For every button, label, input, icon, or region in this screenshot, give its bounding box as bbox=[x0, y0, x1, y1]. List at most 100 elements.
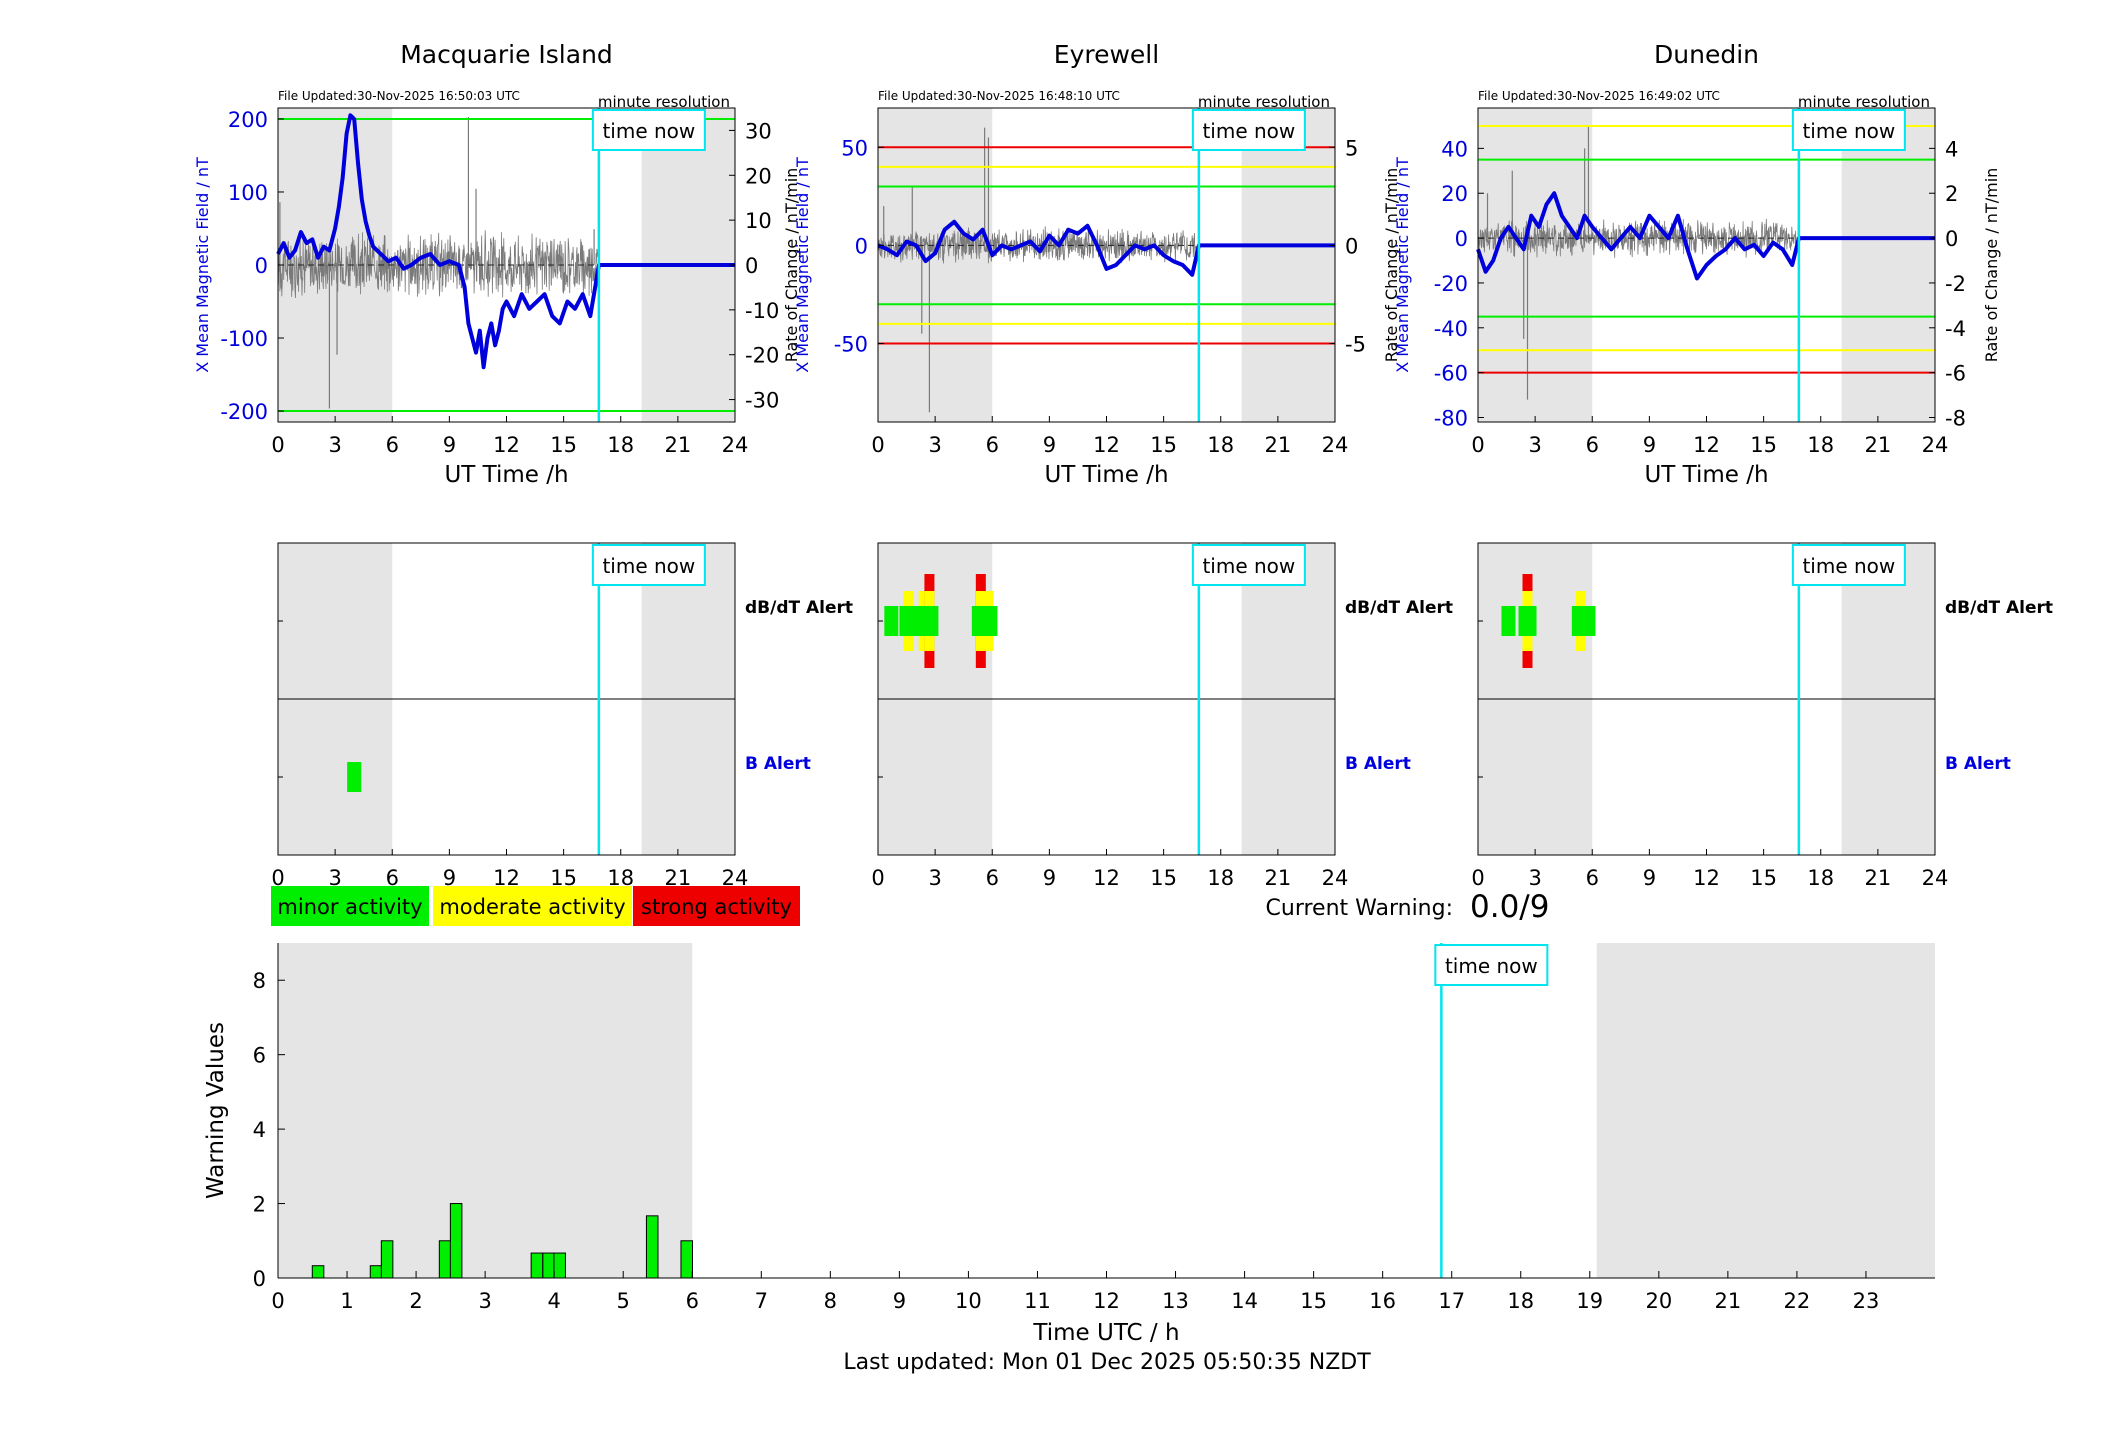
time-now-box bbox=[1191, 109, 1306, 151]
x-tick-label: 18 bbox=[1807, 866, 1834, 890]
current-warning-label: Current Warning: bbox=[1266, 896, 1453, 921]
dbdt-alert-label: dB/dT Alert bbox=[745, 598, 853, 618]
x-tick-label: 18 bbox=[607, 433, 634, 457]
y-right-tick-label: 0 bbox=[1345, 234, 1358, 258]
file-updated: File Updated:30-Nov-2025 16:49:02 UTC bbox=[1478, 89, 1720, 103]
warning-bar bbox=[680, 1240, 693, 1279]
x-tick-label: 20 bbox=[1645, 1289, 1672, 1313]
y-left-tick-label: -200 bbox=[220, 400, 268, 424]
legend-label: moderate activity bbox=[439, 895, 625, 919]
night-shading bbox=[1841, 108, 1935, 422]
x-tick-label: 6 bbox=[1586, 433, 1599, 457]
x-tick-label: 9 bbox=[443, 866, 456, 890]
resolution-label: minute resolution bbox=[1198, 93, 1330, 111]
station-title: Macquarie Island bbox=[400, 40, 613, 69]
x-tick-label: 22 bbox=[1784, 1289, 1811, 1313]
x-tick-label: 11 bbox=[1024, 1289, 1051, 1313]
y-left-tick-label: 100 bbox=[228, 181, 268, 205]
alert-block-minor bbox=[920, 606, 939, 636]
time-now-label: time now bbox=[1202, 119, 1295, 143]
x-tick-label: 5 bbox=[617, 1289, 630, 1313]
alert-block-minor bbox=[899, 606, 918, 636]
time-now-label: time now bbox=[1202, 554, 1295, 578]
legend-label: minor activity bbox=[277, 895, 422, 919]
resolution-label: minute resolution bbox=[598, 93, 730, 111]
y-left-axis-label: X Mean Magnetic Field / nT bbox=[193, 157, 212, 373]
x-tick-label: 0 bbox=[271, 1289, 284, 1313]
dbdt-alert-label: dB/dT Alert bbox=[1345, 598, 1453, 618]
x-tick-label: 7 bbox=[755, 1289, 768, 1313]
b-alert-label: B Alert bbox=[745, 754, 811, 774]
x-tick-label: 21 bbox=[1865, 866, 1892, 890]
x-tick-label: 19 bbox=[1576, 1289, 1603, 1313]
time-now-label: time now bbox=[1802, 554, 1895, 578]
x-tick-label: 24 bbox=[1322, 866, 1349, 890]
magnetic-field-series bbox=[1476, 191, 1935, 281]
alert-block-minor bbox=[347, 762, 362, 792]
x-tick-label: 9 bbox=[1043, 866, 1056, 890]
file-updated: File Updated:30-Nov-2025 16:48:10 UTC bbox=[878, 89, 1120, 103]
x-tick-label: 3 bbox=[478, 1289, 491, 1313]
x-tick-label: 15 bbox=[1300, 1289, 1327, 1313]
x-tick-label: 14 bbox=[1231, 1289, 1258, 1313]
x-tick-label: 3 bbox=[328, 866, 341, 890]
warning-bar bbox=[645, 1215, 659, 1279]
x-tick-label: 24 bbox=[1922, 433, 1949, 457]
warning-bar bbox=[553, 1252, 566, 1279]
night-shading bbox=[1478, 108, 1593, 422]
time-now-label: time now bbox=[602, 554, 695, 578]
y-right-tick-label: -6 bbox=[1945, 362, 1966, 386]
alert-panel-2: time now 0 3 6 9 12 15 18 21 24 dB/dT Alert B Alert bbox=[871, 542, 1453, 890]
time-now-box bbox=[591, 544, 706, 586]
x-tick-label: 21 bbox=[1265, 433, 1292, 457]
legend-swatch bbox=[433, 886, 632, 926]
time-now-label: time now bbox=[602, 119, 695, 143]
y-left-tick-label: 40 bbox=[1441, 137, 1468, 161]
y-left-tick-label: -50 bbox=[834, 333, 868, 357]
y-tick-label: 2 bbox=[253, 1193, 266, 1217]
x-tick-label: 12 bbox=[493, 433, 520, 457]
time-now-label: time now bbox=[1802, 119, 1895, 143]
dbdt-alert-label: dB/dT Alert bbox=[1945, 598, 2053, 618]
night-shading bbox=[278, 943, 693, 1278]
x-tick-label: 23 bbox=[1853, 1289, 1880, 1313]
x-tick-label: 12 bbox=[1093, 866, 1120, 890]
current-warning-value: 0.0/9 bbox=[1470, 889, 1549, 925]
x-tick-label: 4 bbox=[547, 1289, 560, 1313]
magnetic-field-series bbox=[276, 113, 735, 370]
y-left-tick-label: 50 bbox=[841, 136, 868, 160]
x-tick-label: 21 bbox=[1715, 1289, 1742, 1313]
x-tick-label: 9 bbox=[1043, 433, 1056, 457]
y-right-tick-label: 20 bbox=[745, 164, 772, 188]
y-left-tick-label: 0 bbox=[255, 254, 268, 278]
x-tick-label: 6 bbox=[1586, 866, 1599, 890]
x-tick-label: 0 bbox=[871, 433, 884, 457]
y-tick-label: 4 bbox=[253, 1118, 266, 1142]
activity-legend: minor activity moderate activity strong ac… bbox=[271, 886, 800, 926]
rate-of-change-series bbox=[1477, 218, 1800, 258]
alert-block-minor bbox=[1581, 606, 1596, 636]
y-left-tick-label: 20 bbox=[1441, 182, 1468, 206]
y-right-tick-label: 10 bbox=[745, 209, 772, 233]
y-tick-label: 0 bbox=[253, 1267, 266, 1291]
x-tick-label: 6 bbox=[386, 866, 399, 890]
x-tick-label: 6 bbox=[986, 433, 999, 457]
x-tick-label: 21 bbox=[1265, 866, 1292, 890]
y-right-tick-label: 5 bbox=[1345, 136, 1358, 160]
y-tick-label: 8 bbox=[253, 969, 266, 993]
y-left-tick-label: -80 bbox=[1434, 407, 1468, 431]
x-tick-label: 3 bbox=[328, 433, 341, 457]
y-right-tick-label: -20 bbox=[745, 344, 779, 368]
time-now-label: time now bbox=[1445, 954, 1538, 978]
warning-bar bbox=[380, 1240, 394, 1279]
time-now-box bbox=[1191, 544, 1306, 586]
warning-bar bbox=[530, 1252, 544, 1279]
y-right-axis-label: Rate of Change / nT/min bbox=[1982, 168, 2001, 363]
x-tick-label: 0 bbox=[1471, 433, 1484, 457]
alert-block-minor bbox=[979, 606, 998, 636]
time-now-box bbox=[1791, 544, 1906, 586]
